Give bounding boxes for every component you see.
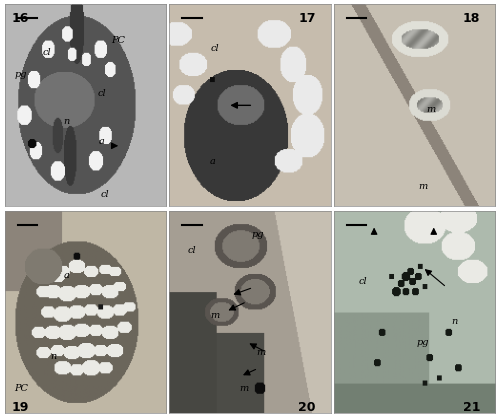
Text: a: a	[99, 137, 104, 146]
Text: cl: cl	[98, 89, 106, 98]
Text: cl: cl	[42, 48, 51, 57]
Text: 16: 16	[12, 12, 29, 25]
Text: pg: pg	[416, 337, 428, 347]
Text: cl: cl	[100, 190, 109, 199]
Text: cl: cl	[210, 44, 219, 53]
Text: 21: 21	[463, 401, 480, 414]
Text: m: m	[426, 105, 435, 114]
Text: n: n	[63, 117, 70, 126]
Text: cl: cl	[358, 277, 367, 286]
Text: n: n	[452, 317, 458, 326]
Text: m: m	[256, 348, 266, 357]
Text: cl: cl	[188, 246, 196, 256]
Text: 18: 18	[463, 12, 480, 25]
Text: a: a	[210, 158, 216, 166]
Text: a: a	[64, 271, 69, 280]
Text: n: n	[50, 352, 56, 361]
Text: 19: 19	[12, 401, 29, 414]
Text: PC: PC	[111, 36, 125, 45]
Text: 20: 20	[298, 401, 316, 414]
Text: 17: 17	[298, 12, 316, 25]
Text: pg: pg	[252, 230, 264, 239]
Text: m: m	[239, 384, 248, 393]
Text: pg: pg	[15, 70, 28, 80]
Text: m: m	[418, 182, 427, 191]
Text: PC: PC	[14, 384, 28, 393]
Text: m: m	[210, 311, 219, 320]
